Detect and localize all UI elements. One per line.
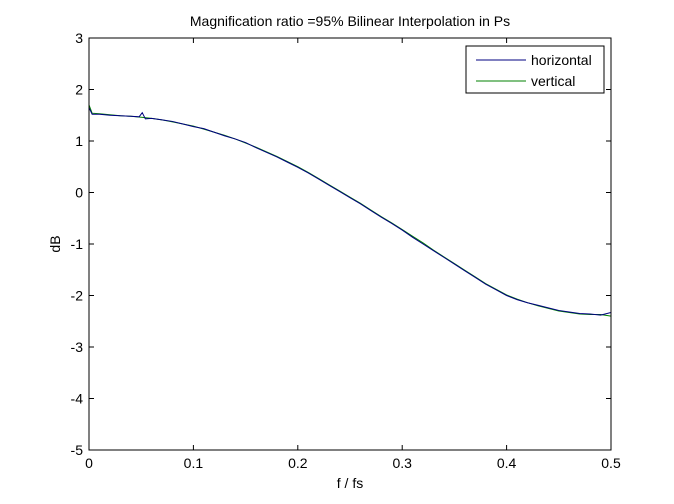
y-tick-label: -3 (71, 339, 84, 355)
legend-box (465, 45, 605, 94)
series-layer (88, 104, 612, 317)
y-tick-label: -5 (71, 442, 84, 458)
x-tick-label: 0.2 (288, 455, 308, 471)
tick-layer: 0 0.1 0.2 0.3 0.4 0.5 3 2 1 0 -1 -2 -3 -4 -5 (71, 30, 621, 471)
x-tick-label: 0.1 (184, 455, 204, 471)
chart-title: Magnification ratio =95% Bilinear Interp… (190, 13, 510, 29)
x-tick-label: 0.4 (497, 455, 517, 471)
x-axis-label: f / fs (337, 475, 363, 491)
y-tick-label: 0 (75, 185, 83, 201)
y-tick-label: 2 (75, 82, 83, 98)
plot-area (89, 38, 611, 450)
series-line-horizontal (88, 107, 612, 316)
legend: horizontal vertical (465, 45, 605, 94)
legend-label-horizontal: horizontal (531, 52, 592, 68)
x-tick-label: 0.3 (392, 455, 412, 471)
y-tick-label: 1 (75, 133, 83, 149)
y-tick-label: -2 (71, 288, 84, 304)
legend-label-vertical: vertical (531, 73, 575, 89)
y-axis-label: dB (47, 235, 63, 252)
x-tick-label: 0.5 (601, 455, 621, 471)
y-tick-label: -1 (71, 236, 84, 252)
y-tick-label: 3 (75, 30, 83, 46)
y-tick-label: -4 (71, 391, 84, 407)
x-tick-label: 0 (85, 455, 93, 471)
